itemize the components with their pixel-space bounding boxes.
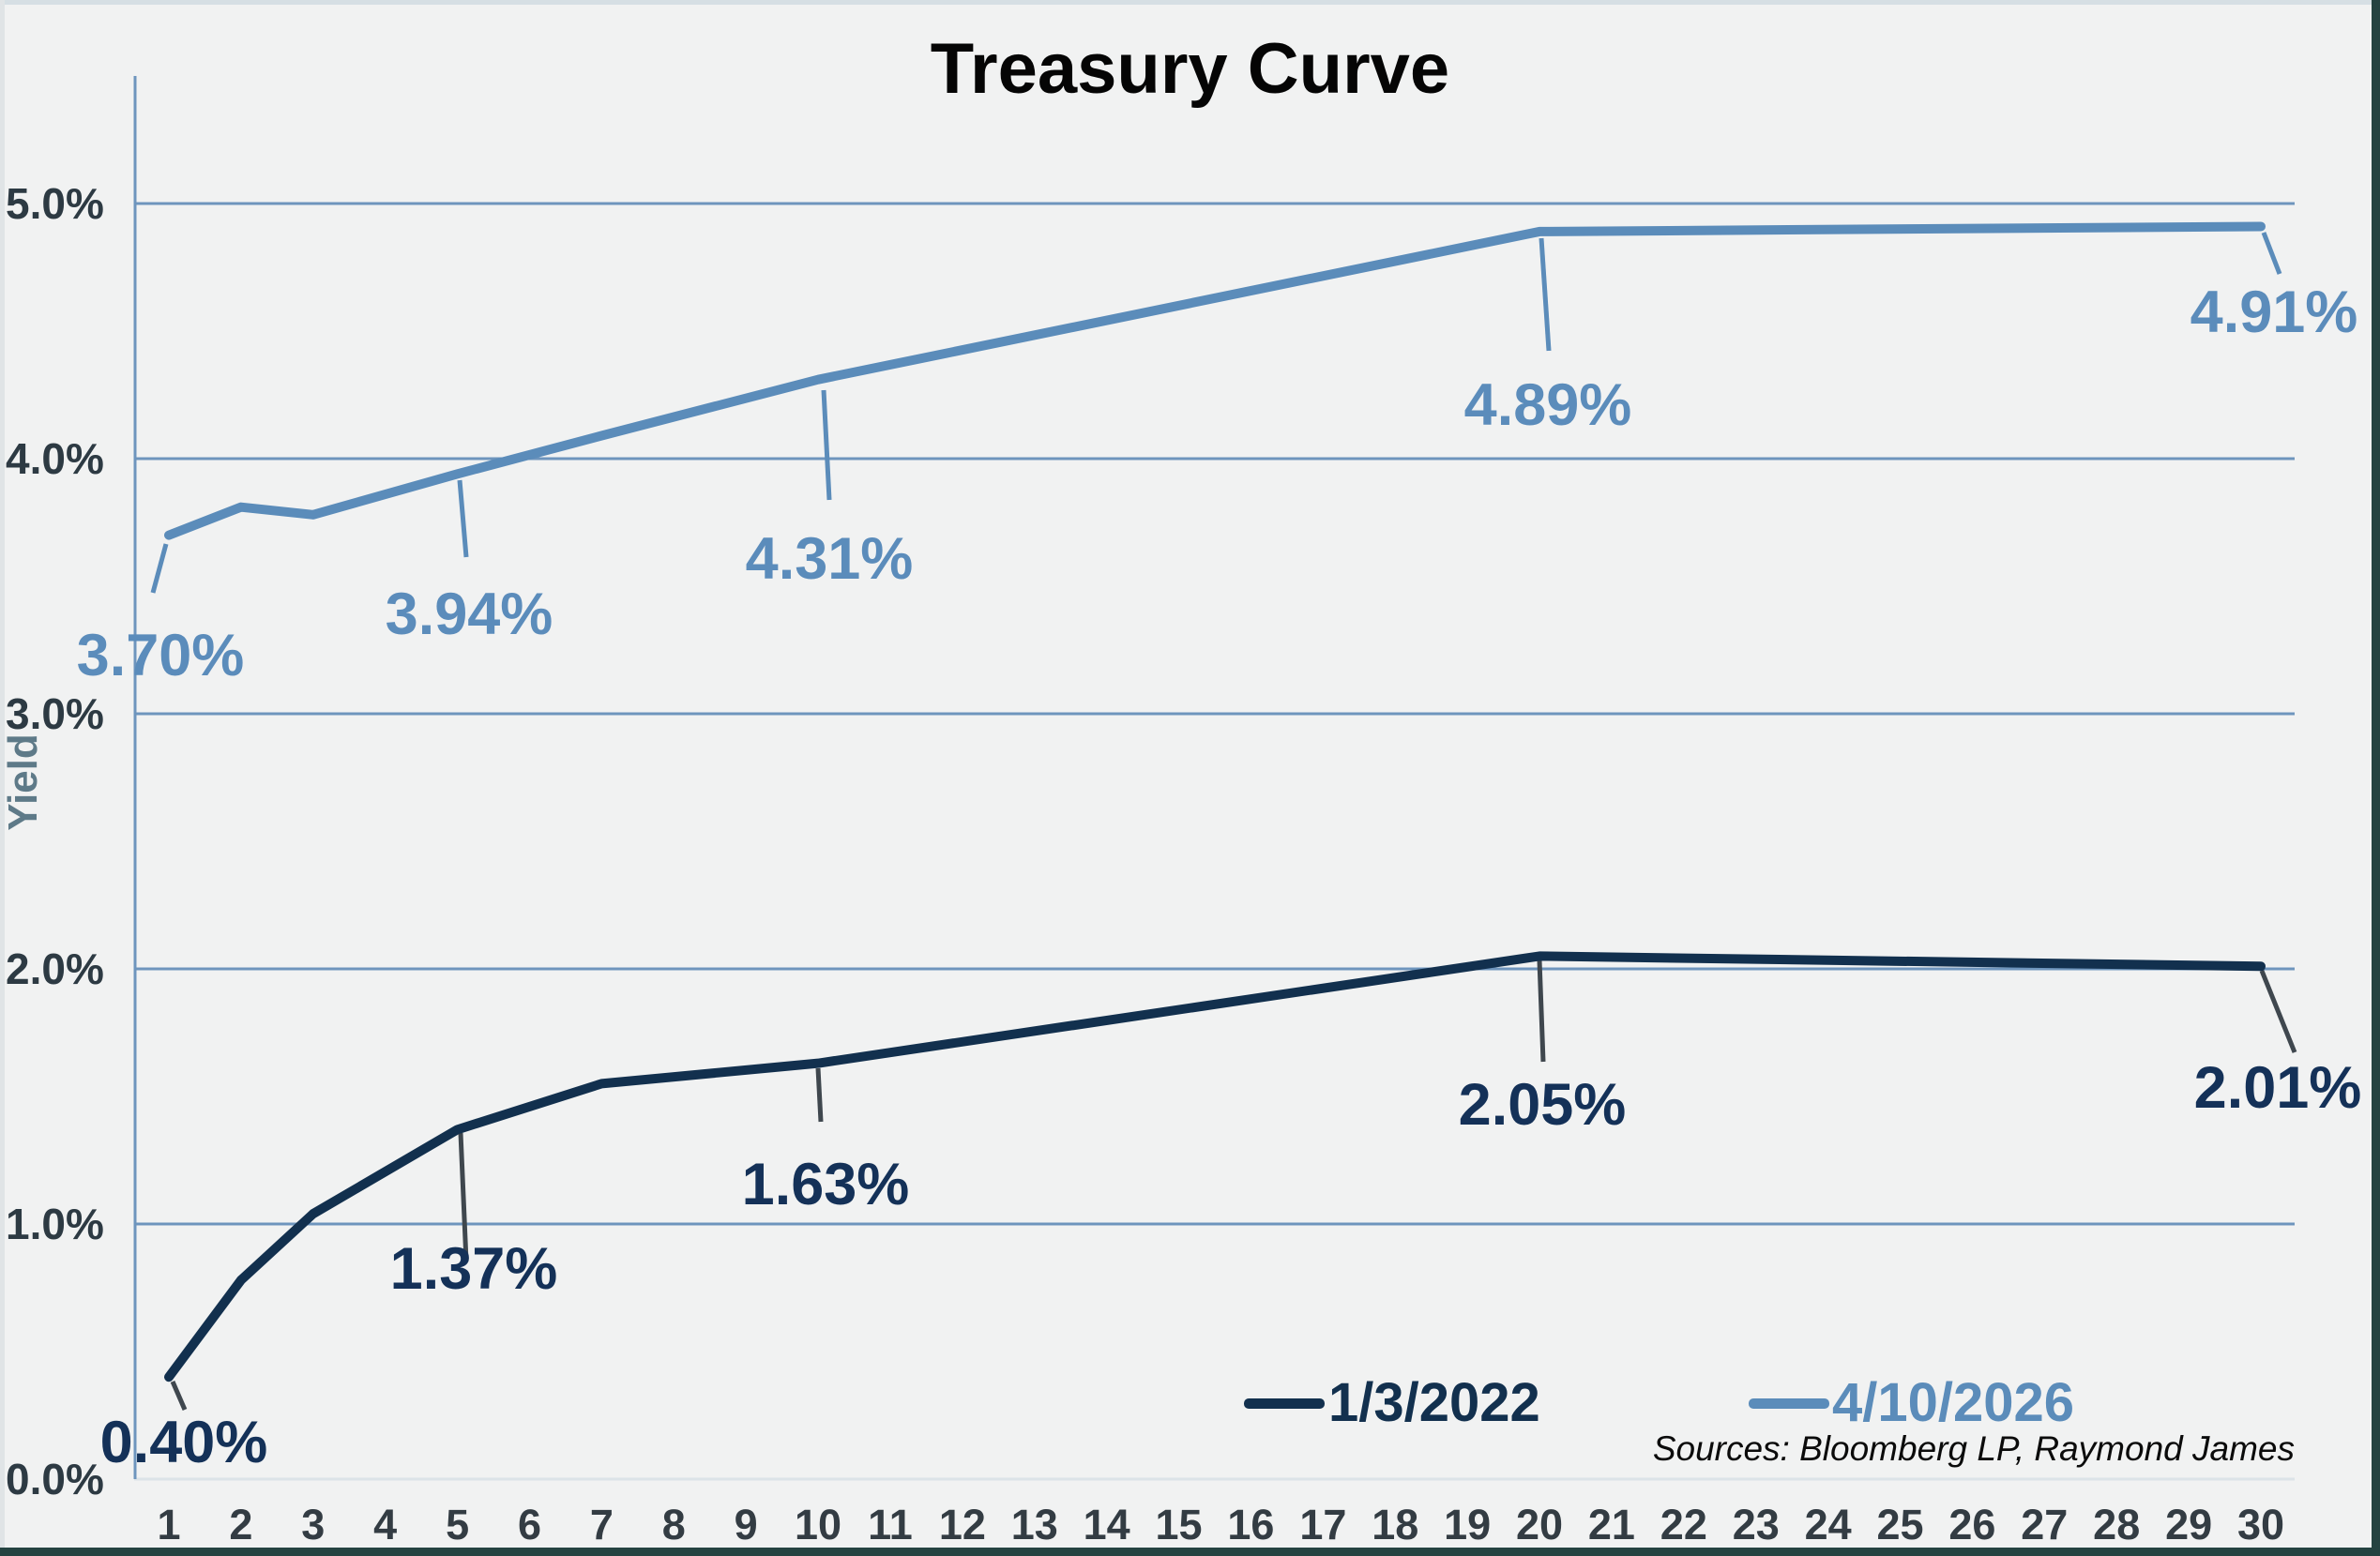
- data-label-1/3/2022-20yr: 2.05%: [1458, 1072, 1627, 1138]
- x-tick-label-16: 16: [1227, 1501, 1275, 1548]
- window-edge-top: [0, 0, 2380, 5]
- series-line-1/3/2022: [164, 951, 2266, 1382]
- leader-line-1/3/2022-5yr: [458, 1132, 469, 1262]
- window-edge-right: [2372, 0, 2380, 1556]
- y-tick-label-0.0%: 0.0%: [6, 1455, 104, 1503]
- x-tick-label-22: 22: [1660, 1501, 1707, 1548]
- data-label-4/10/2026-5yr: 3.94%: [385, 582, 553, 647]
- x-tick-label-26: 26: [1948, 1501, 1996, 1548]
- x-tick-label-19: 19: [1444, 1501, 1492, 1548]
- x-tick-label-4: 4: [373, 1501, 398, 1548]
- legend-label-2022: 1/3/2022: [1328, 1372, 1540, 1433]
- data-label-1/3/2022-5yr: 1.37%: [389, 1236, 558, 1302]
- x-tick-label-2: 2: [229, 1501, 253, 1548]
- x-tick-label-14: 14: [1083, 1501, 1130, 1548]
- window-edge-bottom: [0, 1548, 2380, 1556]
- legend-label-2026: 4/10/2026: [1832, 1372, 2075, 1433]
- data-label-4/10/2026-30yr: 4.91%: [2190, 279, 2358, 345]
- y-tick-label-5.0%: 5.0%: [6, 179, 104, 228]
- leader-line-4/10/2026-20yr: [1539, 237, 1552, 352]
- x-tick-label-20: 20: [1516, 1501, 1564, 1548]
- x-tick-label-21: 21: [1587, 1501, 1635, 1548]
- chart-title: Treasury Curve: [930, 29, 1450, 109]
- x-tick-label-18: 18: [1372, 1501, 1419, 1548]
- x-tick-label-17: 17: [1299, 1501, 1347, 1548]
- data-label-1/3/2022-30yr: 2.01%: [2193, 1055, 2362, 1121]
- x-tick-label-8: 8: [661, 1501, 686, 1548]
- leader-line-1/3/2022-30yr: [2259, 970, 2297, 1053]
- leader-line-4/10/2026-1yr: [150, 543, 169, 594]
- x-tick-label-23: 23: [1732, 1501, 1780, 1548]
- x-tick-label-9: 9: [734, 1501, 758, 1548]
- x-tick-label-25: 25: [1876, 1501, 1924, 1548]
- x-tick-label-6: 6: [517, 1501, 541, 1548]
- data-label-1/3/2022-1yr: 0.40%: [99, 1410, 268, 1475]
- leader-line-4/10/2026-10yr: [821, 389, 832, 501]
- y-tick-label-3.0%: 3.0%: [6, 689, 104, 738]
- legend-swatch-2026: [1749, 1398, 1829, 1409]
- x-tick-label-24: 24: [1804, 1501, 1852, 1548]
- data-label-1/3/2022-10yr: 1.63%: [741, 1152, 910, 1217]
- data-label-4/10/2026-20yr: 4.89%: [1463, 372, 1632, 438]
- x-tick-label-1: 1: [157, 1501, 181, 1548]
- leader-line-4/10/2026-30yr: [2261, 232, 2282, 275]
- x-tick-label-30: 30: [2236, 1501, 2285, 1548]
- y-tick-label-2.0%: 2.0%: [6, 944, 104, 993]
- x-tick-label-27: 27: [2021, 1501, 2069, 1548]
- series-line-4/10/2026: [164, 221, 2266, 540]
- data-label-4/10/2026-1yr: 3.70%: [76, 623, 245, 688]
- x-tick-label-11: 11: [868, 1501, 913, 1548]
- leader-line-1/3/2022-20yr: [1537, 959, 1546, 1063]
- data-label-4/10/2026-10yr: 4.31%: [745, 526, 914, 592]
- x-tick-label-3: 3: [301, 1501, 326, 1548]
- y-tick-label-1.0%: 1.0%: [6, 1200, 104, 1248]
- x-tick-label-5: 5: [446, 1501, 470, 1548]
- x-tick-label-7: 7: [589, 1501, 614, 1548]
- x-tick-label-29: 29: [2165, 1501, 2213, 1548]
- leader-line-1/3/2022-10yr: [815, 1067, 824, 1123]
- source-note: Sources: Bloomberg LP, Raymond James: [1652, 1429, 2295, 1468]
- leader-line-4/10/2026-5yr: [457, 479, 469, 558]
- y-tick-label-4.0%: 4.0%: [6, 434, 104, 483]
- x-tick-label-15: 15: [1155, 1501, 1203, 1548]
- window-edge-left: [0, 0, 5, 1556]
- x-tick-label-12: 12: [938, 1501, 986, 1548]
- x-tick-label-28: 28: [2093, 1501, 2141, 1548]
- x-tick-label-10: 10: [795, 1501, 842, 1548]
- x-tick-label-13: 13: [1010, 1501, 1058, 1548]
- legend-swatch-2022: [1244, 1398, 1325, 1409]
- leader-line-1/3/2022-1yr: [170, 1381, 188, 1411]
